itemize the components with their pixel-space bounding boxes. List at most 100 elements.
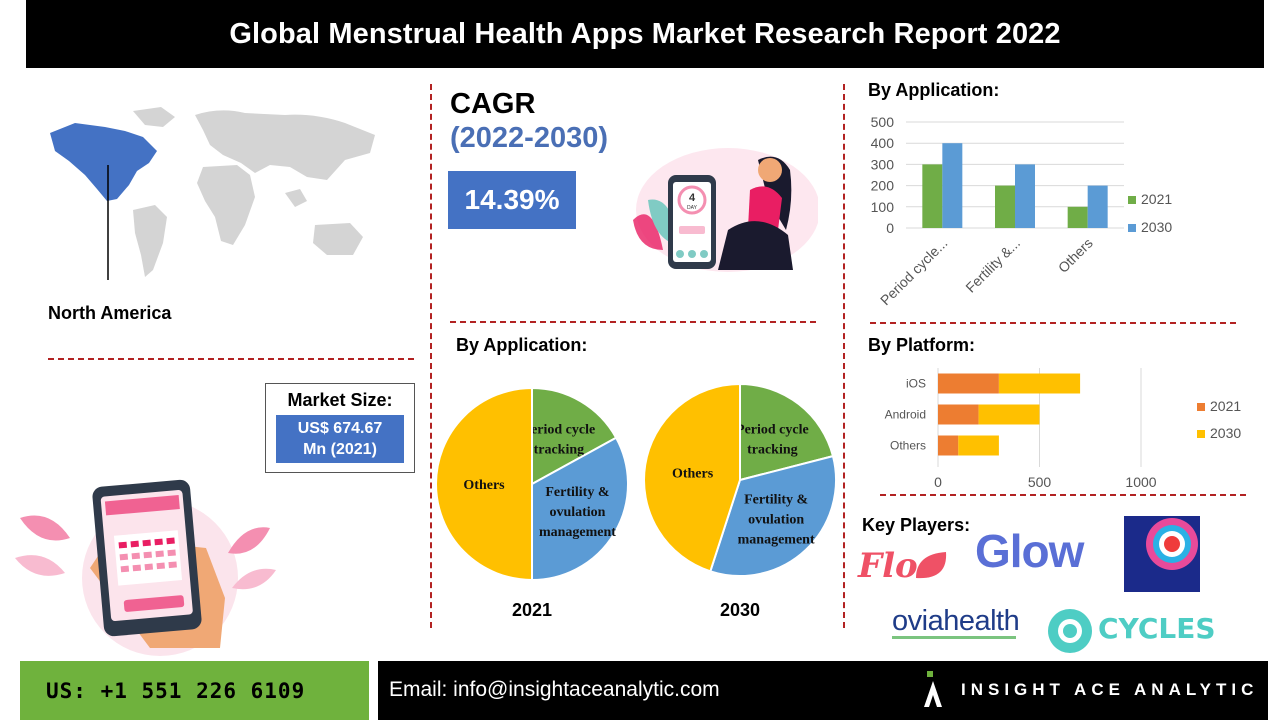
calendar-icon — [113, 530, 183, 586]
bar — [1067, 206, 1088, 228]
leaf-icon — [20, 515, 70, 541]
glow-logo: Glow — [975, 525, 1084, 577]
y-tick-label: 100 — [871, 199, 895, 215]
y-tick-label: Others — [890, 439, 926, 453]
x-tick-label: Period cycle... — [877, 235, 950, 308]
day-label: DAY — [687, 205, 698, 211]
pie-slice-label-line: Fertility & — [545, 485, 609, 500]
bar — [1087, 185, 1108, 228]
pie-slice — [643, 382, 741, 573]
platform-section-title: By Platform: — [868, 335, 976, 355]
day-ring-icon — [677, 185, 707, 215]
phone-progress-bar — [679, 226, 705, 234]
cycles-logo-icon — [1048, 609, 1092, 653]
x-tick-label: 500 — [1028, 474, 1052, 490]
legend-swatch — [1197, 403, 1205, 411]
pie-slice-label: Period cycle tracking — [736, 422, 809, 457]
legend-label: 2021 — [1141, 191, 1172, 207]
pie-slice — [709, 454, 837, 577]
pie-year-label: 2030 — [720, 600, 760, 620]
y-tick-label: iOS — [906, 377, 926, 391]
phone-header-bar — [104, 495, 180, 516]
legend-swatch — [1128, 196, 1136, 204]
divider-platform — [880, 494, 1246, 496]
market-size-value-line2: Mn (2021) — [303, 441, 377, 458]
divider-left — [430, 84, 432, 628]
bar — [922, 164, 943, 228]
leaf-icon — [232, 568, 276, 590]
y-tick-label: 500 — [871, 114, 895, 130]
pie-slice-label-line: ovulation — [549, 505, 605, 520]
footer-email[interactable]: Email: info@insightaceanalytic.com — [389, 678, 720, 701]
market-size-value: US$ 674.67 Mn (2021) — [276, 415, 404, 463]
pie-slice — [435, 386, 533, 582]
pie-slice — [739, 382, 835, 482]
pie-slice-label: Others — [672, 466, 714, 481]
pie-slice-label: Period cycle tracking — [523, 423, 596, 458]
calendar-phone-illustration — [15, 479, 276, 656]
market-size-value-line1: US$ 674.67 — [297, 420, 383, 437]
pie-slice-label-line: Fertility & — [744, 492, 808, 507]
africa-shape — [197, 165, 255, 245]
bar — [995, 185, 1015, 228]
bar — [938, 404, 979, 425]
pie-slice-label-line: Period cycle — [523, 423, 596, 438]
legend-label: 2030 — [1141, 219, 1172, 235]
flo-logo: Flo — [858, 546, 918, 586]
application-bar-chart: 0 100 200 300 400 500 Period cycle... Fertility… — [871, 114, 1173, 308]
pie-year-label: 2021 — [512, 600, 552, 620]
bar — [938, 373, 999, 394]
bar — [938, 435, 959, 456]
cycles-logo: CYCLES — [1098, 612, 1216, 645]
footer-bar: Email: info@insightaceanalytic.com INSIG… — [378, 661, 1268, 720]
y-tick-label: 0 — [886, 220, 894, 236]
report-title: Global Menstrual Health Apps Market Rese… — [26, 0, 1264, 68]
key-players-title: Key Players: — [862, 515, 971, 535]
divider-cagr — [450, 321, 816, 323]
divider-region — [48, 358, 414, 360]
pie-slice — [531, 436, 629, 582]
phone-footer-bar — [123, 595, 185, 612]
y-tick-label: Android — [885, 408, 926, 422]
bar — [958, 435, 999, 456]
north-america-highlight — [50, 123, 157, 201]
x-tick-label: 1000 — [1125, 474, 1156, 490]
torso-shape — [748, 186, 782, 230]
oviahealth-logo: oviahealth — [892, 605, 1020, 637]
pie-slice-label-line: Others — [463, 478, 505, 493]
pie-slice-label-line: management — [738, 532, 815, 547]
bar — [1015, 164, 1035, 228]
pie-slice-label-line: tracking — [747, 442, 798, 457]
pie-slice-label-line: Period cycle — [736, 422, 809, 437]
leaf-icon — [633, 214, 663, 250]
market-size-box: Market Size: US$ 674.67 Mn (2021) — [265, 383, 415, 473]
day-number: 4 — [689, 192, 696, 204]
x-tick-label: 0 — [934, 474, 942, 490]
pie-slice-label: Fertility & ovulation management — [539, 485, 616, 540]
legend-swatch — [1128, 224, 1136, 232]
pie-section-title: By Application: — [456, 335, 588, 355]
application-pie-charts: Period cycle tracking Fertility & ovulation… — [435, 382, 837, 620]
divider-right — [843, 84, 845, 628]
brand-logo-icon — [924, 671, 942, 707]
eurasia-shape — [195, 110, 375, 180]
south-america-shape — [133, 205, 167, 277]
pie-slice-label-line: tracking — [534, 443, 585, 458]
woman-phone-illustration: 4 DAY — [633, 148, 818, 272]
phone-dot-icon — [676, 250, 684, 258]
flo-leaf-icon — [916, 552, 947, 579]
head-shape — [758, 158, 782, 182]
pie-slice-label-line: management — [539, 525, 616, 540]
cagr-title: CAGR — [450, 88, 536, 120]
y-tick-label: 200 — [871, 178, 895, 194]
x-tick-label: Others — [1055, 235, 1096, 276]
pie-slice-label: Fertility & ovulation management — [738, 492, 815, 547]
bar-section-title: By Application: — [868, 80, 1000, 100]
bar — [942, 143, 963, 228]
bar — [998, 373, 1081, 394]
footer-phone[interactable]: US: +1 551 226 6109 — [20, 661, 369, 720]
pie-slice-label-line: Others — [672, 466, 714, 481]
legend-swatch — [1197, 430, 1205, 438]
phone-dot-icon — [700, 250, 708, 258]
platform-bar-chart: 0 500 1000 iOS Android Others 2021 2030 — [885, 368, 1241, 490]
